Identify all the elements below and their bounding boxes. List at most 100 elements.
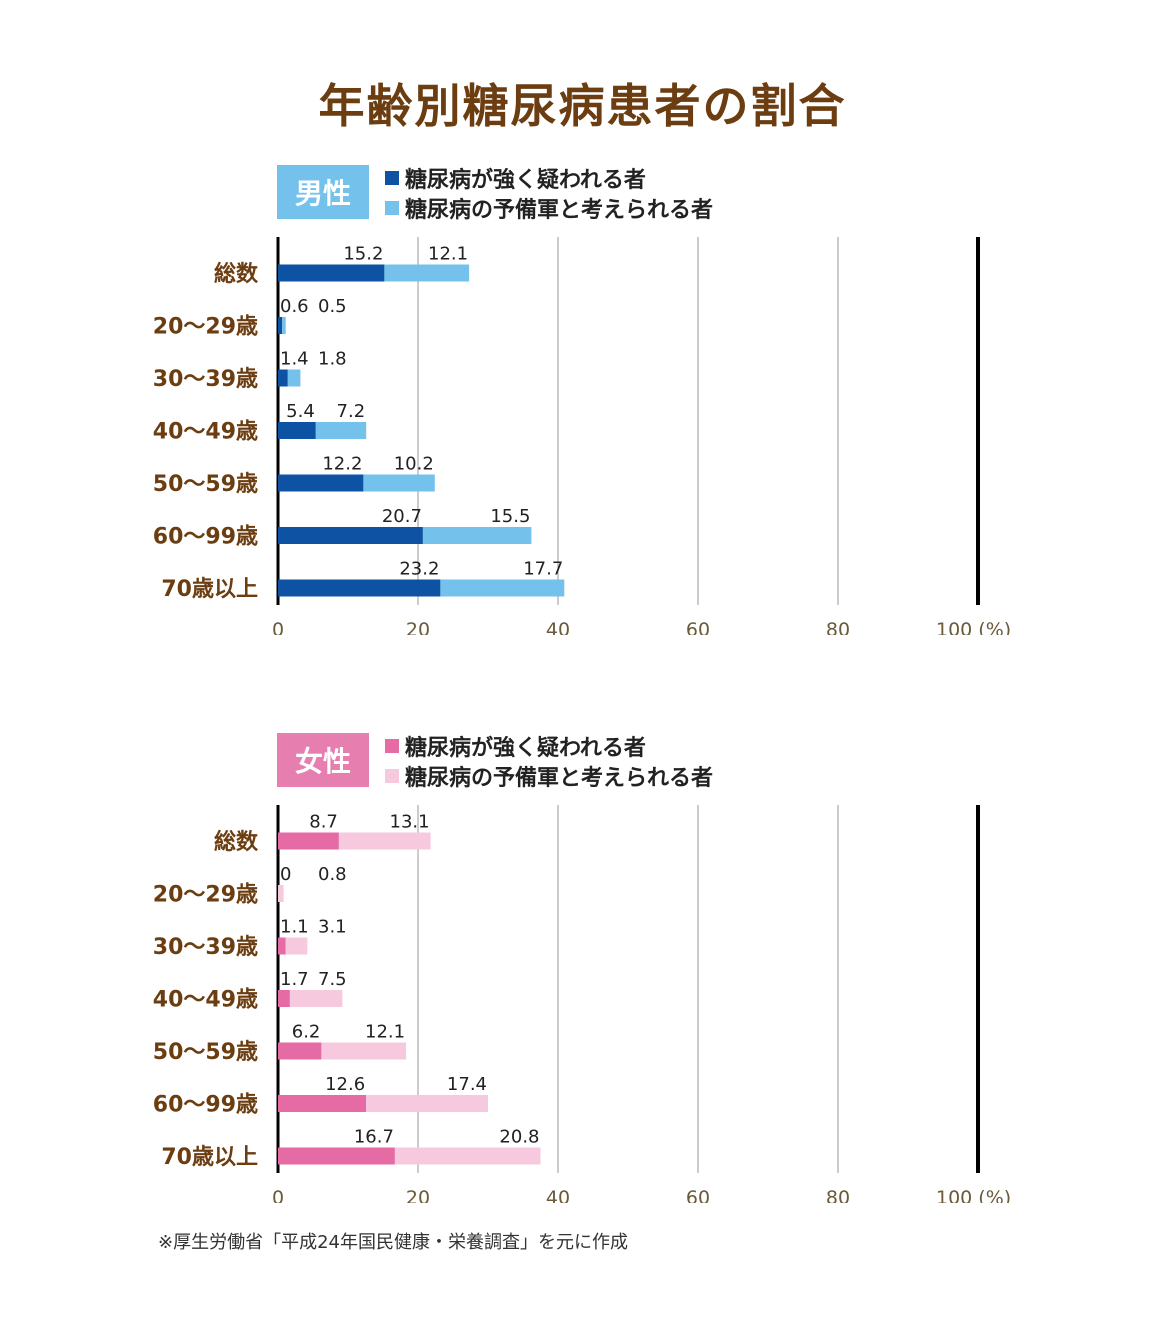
value-label-strongly-suspected: 1.7 (280, 969, 309, 990)
legend-swatch-strongly-suspected (385, 739, 399, 753)
category-label: 30〜39歳 (153, 367, 258, 392)
category-label: 60〜99歳 (153, 1093, 258, 1118)
value-label-prediabetes: 20.8 (499, 1127, 539, 1148)
value-label-prediabetes: 10.2 (394, 454, 434, 475)
x-tick-label: 80 (826, 1187, 850, 1203)
category-label: 20〜29歳 (153, 883, 258, 908)
value-label-strongly-suspected: 12.6 (325, 1074, 365, 1095)
value-label-strongly-suspected: 12.2 (322, 454, 362, 475)
value-label-strongly-suspected: 15.2 (343, 244, 383, 265)
bar-prediabetes (321, 1042, 407, 1060)
legend-label: 糖尿病が強く疑われる者 (405, 736, 646, 761)
x-tick-label: 20 (406, 1187, 430, 1203)
bar-prediabetes (422, 527, 532, 544)
legend-item-strongly-suspected: 糖尿病が強く疑われる者 (385, 733, 646, 761)
bar-strongly-suspected (278, 1042, 322, 1060)
value-label-strongly-suspected: 23.2 (399, 559, 439, 580)
bar-prediabetes (384, 264, 470, 282)
value-label-prediabetes: 17.7 (523, 559, 563, 580)
value-label-strongly-suspected: 1.1 (280, 917, 309, 938)
category-label: 60〜99歳 (153, 525, 258, 550)
value-label-strongly-suspected: 0.6 (280, 296, 309, 317)
bar-prediabetes (287, 369, 301, 387)
legend-swatch-prediabetes (385, 769, 399, 783)
bar-strongly-suspected (278, 990, 290, 1007)
category-label: 40〜49歳 (153, 988, 258, 1013)
bar-prediabetes (285, 937, 308, 955)
x-tick-label: 100 (%) (936, 1187, 1011, 1203)
legend-item-prediabetes: 糖尿病の予備軍と考えられる者 (385, 763, 713, 791)
bar-strongly-suspected (278, 264, 385, 282)
source-note: ※厚生労働省「平成24年国民健康・栄養調査」を元に作成 (158, 1232, 628, 1253)
x-tick-label: 40 (546, 1187, 570, 1203)
value-label-prediabetes: 1.8 (318, 349, 347, 370)
x-tick-label: 80 (826, 619, 850, 635)
value-label-prediabetes: 12.1 (428, 244, 468, 265)
legend-swatch-prediabetes (385, 201, 399, 215)
bar-prediabetes (338, 832, 431, 850)
chart-title: 年齢別糖尿病患者の割合 (318, 79, 847, 133)
value-label-prediabetes: 7.5 (318, 969, 347, 990)
category-label: 70歳以上 (161, 577, 258, 602)
value-label-prediabetes: 13.1 (390, 812, 430, 833)
value-label-strongly-suspected: 20.7 (382, 506, 422, 527)
bar-strongly-suspected (278, 369, 288, 387)
bar-prediabetes (440, 579, 565, 597)
bar-strongly-suspected (278, 1095, 367, 1112)
x-tick-label: 60 (686, 1187, 710, 1203)
value-label-strongly-suspected: 16.7 (354, 1127, 394, 1148)
x-tick-label: 0 (272, 619, 284, 635)
bar-strongly-suspected (278, 937, 286, 955)
value-label-prediabetes: 0.5 (318, 296, 347, 317)
male-bar-chart: 0 20 40 60 80 100 (%) 総数 15.2 12.1 20〜29歳 0.6 0.5 30… (153, 237, 1011, 635)
bar-strongly-suspected (278, 317, 283, 334)
female-chart-panel: 女性 糖尿病が強く疑われる者 糖尿病の予備軍と考えられる者 0 20 40 60 80 1… (0, 733, 1165, 1203)
value-label-strongly-suspected: 0 (280, 864, 291, 885)
value-label-prediabetes: 17.4 (447, 1074, 487, 1095)
bar-strongly-suspected (278, 579, 441, 597)
bar-prediabetes (289, 990, 343, 1007)
category-label: 50〜59歳 (153, 472, 258, 497)
legend-swatch-strongly-suspected (385, 171, 399, 185)
female-bar-chart: 0 20 40 60 80 100 (%) 総数 8.7 13.1 20〜29歳 0 0.8 30〜39… (153, 805, 1011, 1203)
bar-prediabetes (315, 422, 367, 439)
male-chart-panel: 男性 糖尿病が強く疑われる者 糖尿病の予備軍と考えられる者 0 20 40 60 80 1… (0, 165, 1165, 635)
category-label: 50〜59歳 (153, 1040, 258, 1065)
value-label-strongly-suspected: 1.4 (280, 349, 309, 370)
bar-prediabetes (282, 317, 286, 334)
bar-strongly-suspected (278, 422, 316, 439)
value-label-prediabetes: 0.8 (318, 864, 347, 885)
legend-label: 糖尿病の予備軍と考えられる者 (405, 198, 714, 223)
category-label: 70歳以上 (161, 1145, 258, 1170)
x-tick-label: 60 (686, 619, 710, 635)
category-label: 総数 (214, 261, 259, 287)
value-label-strongly-suspected: 8.7 (309, 812, 338, 833)
legend-item-strongly-suspected: 糖尿病が強く疑われる者 (385, 165, 646, 193)
value-label-prediabetes: 7.2 (337, 401, 366, 422)
bar-prediabetes (278, 885, 284, 902)
legend-item-prediabetes: 糖尿病の予備軍と考えられる者 (385, 195, 714, 223)
category-label: 20〜29歳 (153, 315, 258, 340)
category-label: 40〜49歳 (153, 420, 258, 445)
bar-strongly-suspected (278, 1147, 395, 1165)
bar-strongly-suspected (278, 474, 364, 492)
value-label-prediabetes: 15.5 (490, 506, 530, 527)
female-badge: 女性 (277, 733, 369, 787)
value-label-strongly-suspected: 6.2 (292, 1022, 321, 1043)
x-tick-label: 40 (546, 619, 570, 635)
value-label-strongly-suspected: 5.4 (286, 401, 315, 422)
x-tick-label: 100 (%) (936, 619, 1011, 635)
category-label: 30〜39歳 (153, 935, 258, 960)
bar-strongly-suspected (278, 527, 423, 544)
value-label-prediabetes: 12.1 (365, 1022, 405, 1043)
bar-strongly-suspected (278, 832, 339, 850)
x-tick-label: 0 (272, 1187, 284, 1203)
value-label-prediabetes: 3.1 (318, 917, 347, 938)
male-badge: 男性 (277, 165, 369, 219)
bar-prediabetes (363, 474, 435, 492)
bar-prediabetes (366, 1095, 488, 1112)
bar-prediabetes (394, 1147, 541, 1165)
legend-label: 糖尿病が強く疑われる者 (405, 168, 646, 193)
category-label: 総数 (214, 829, 259, 855)
x-tick-label: 20 (406, 619, 430, 635)
